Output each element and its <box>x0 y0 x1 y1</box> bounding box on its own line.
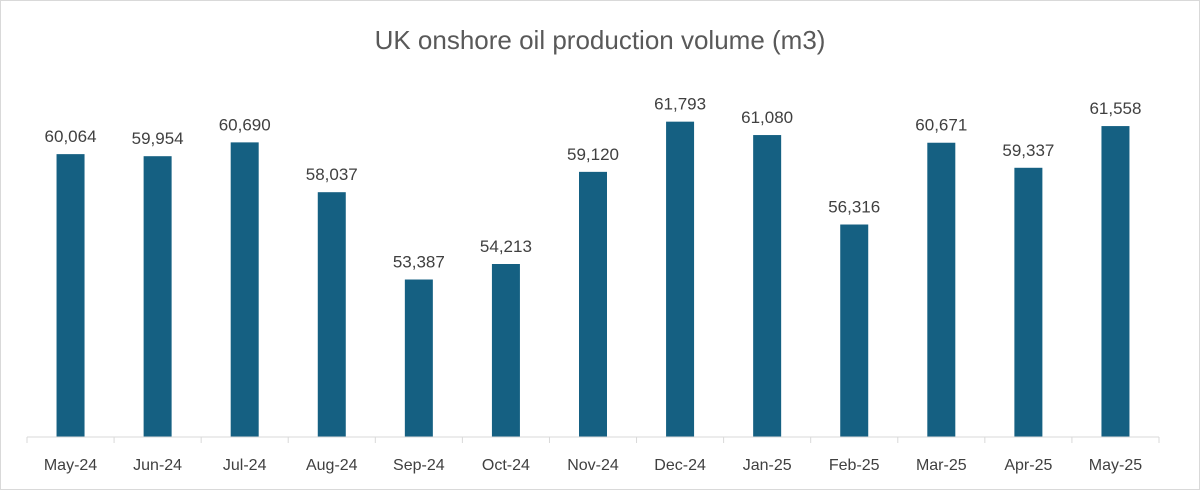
data-label-may-24: 60,064 <box>45 127 97 146</box>
x-tick-label-jul-24: Jul-24 <box>223 457 267 474</box>
data-label-apr-25: 59,337 <box>1002 141 1054 160</box>
x-tick-label-jun-24: Jun-24 <box>133 457 182 474</box>
bar-may-25 <box>1101 126 1130 438</box>
data-label-jun-24: 59,954 <box>132 129 184 148</box>
data-label-feb-25: 56,316 <box>828 198 880 217</box>
bar-feb-25 <box>840 224 869 437</box>
data-label-aug-24: 58,037 <box>306 165 358 184</box>
bar-apr-25 <box>1014 167 1043 437</box>
x-tick-label-aug-24: Aug-24 <box>306 457 358 474</box>
x-tick-label-feb-25: Feb-25 <box>829 457 880 474</box>
x-tick-label-jan-25: Jan-25 <box>743 457 792 474</box>
x-tick-label-apr-25: Apr-25 <box>1004 457 1052 474</box>
x-tick-label-may-25: May-25 <box>1089 457 1142 474</box>
x-axis-ticks <box>26 437 1160 443</box>
data-label-sep-24: 53,387 <box>393 253 445 272</box>
bar-aug-24 <box>317 192 346 437</box>
data-label-jul-24: 60,690 <box>219 115 271 134</box>
bar-oct-24 <box>491 264 520 437</box>
bar-sep-24 <box>404 279 433 437</box>
x-axis-labels: May-24 Jun-24 Jul-24 Aug-24 Sep-24 Oct-24 Nov-… <box>44 457 1142 474</box>
bar-jun-24 <box>143 156 172 437</box>
data-label-oct-24: 54,213 <box>480 237 532 256</box>
data-labels-layer: 60,064 59,954 60,690 58,037 53,387 54,213 59,1… <box>45 95 1142 272</box>
data-label-mar-25: 60,671 <box>915 116 967 135</box>
bar-may-24 <box>56 154 85 437</box>
bar-mar-25 <box>927 142 956 437</box>
x-tick-label-oct-24: Oct-24 <box>482 457 530 474</box>
data-label-dec-24: 61,793 <box>654 95 706 114</box>
bar-nov-24 <box>579 171 607 437</box>
bar-jan-25 <box>753 135 782 437</box>
bars-layer <box>56 121 1130 438</box>
bar-jul-24 <box>230 142 259 438</box>
chart-title: UK onshore oil production volume (m3) <box>375 25 826 55</box>
x-tick-label-sep-24: Sep-24 <box>393 457 445 474</box>
data-label-jan-25: 61,080 <box>741 108 793 127</box>
bar-dec-24 <box>666 121 695 437</box>
x-tick-label-nov-24: Nov-24 <box>567 457 619 474</box>
x-tick-label-may-24: May-24 <box>44 457 97 474</box>
x-tick-label-dec-24: Dec-24 <box>654 457 706 474</box>
data-label-nov-24: 59,120 <box>567 145 619 164</box>
x-tick-label-mar-25: Mar-25 <box>916 457 967 474</box>
data-label-may-25: 61,558 <box>1089 99 1141 118</box>
